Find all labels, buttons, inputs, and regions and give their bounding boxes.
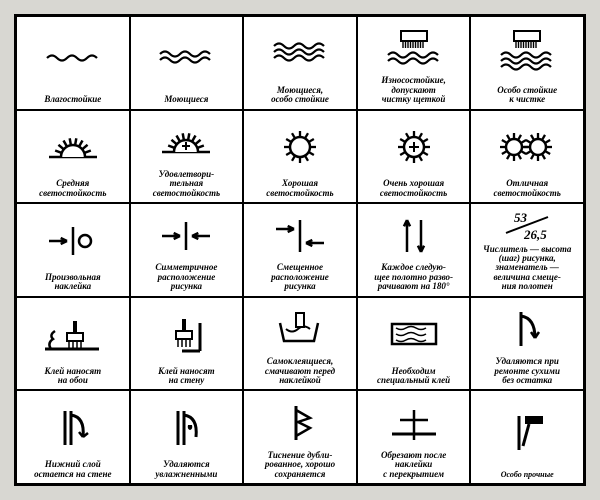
symbol-label: Хорошая светостойкость bbox=[265, 179, 334, 198]
symbol-label: Износостойкие, допускают чистку щеткой bbox=[380, 76, 446, 104]
symbol-label: Самоклеящиеся, смачивают перед наклейкой bbox=[264, 357, 336, 385]
symbol-label: Тиснение дубли- рованное, хорошо сохраня… bbox=[264, 451, 336, 479]
symbol-label: Произвольная наклейка bbox=[44, 273, 102, 292]
symbol-label: Особо прочные bbox=[500, 471, 555, 479]
symbol-label: Средняя светостойкость bbox=[38, 179, 107, 198]
symbol-cell-2-1: Симметричное расположение рисунка bbox=[130, 203, 244, 297]
remove-dry-icon bbox=[473, 302, 581, 357]
brush-waves-3-icon bbox=[473, 21, 581, 86]
wallpaper-symbols-table: Влагостойкие Моющиеся Моющиеся, особо стой… bbox=[14, 14, 586, 486]
symbol-label: Моющиеся, особо стойкие bbox=[270, 86, 330, 105]
symbol-label: Особо стойкие к чистке bbox=[496, 86, 558, 105]
symbol-cell-3-2: Самоклеящиеся, смачивают перед наклейкой bbox=[243, 297, 357, 391]
brush-waves-icon bbox=[360, 21, 468, 76]
symbol-cell-3-4: Удаляются при ремонте сухими без остатка bbox=[470, 297, 584, 391]
special-glue-icon bbox=[360, 302, 468, 367]
symbol-cell-0-1: Моющиеся bbox=[130, 16, 244, 110]
symbol-label: Нижний слой остается на стене bbox=[33, 460, 112, 479]
peel-wet-icon bbox=[133, 395, 241, 460]
symbol-label: Влагостойкие bbox=[43, 95, 102, 104]
symbol-cell-4-2: Тиснение дубли- рованное, хорошо сохраня… bbox=[243, 390, 357, 484]
symbol-cell-2-0: Произвольная наклейка bbox=[16, 203, 130, 297]
symbol-cell-3-1: Клей наносят на стену bbox=[130, 297, 244, 391]
symbol-cell-2-2: Смещенное расположение рисунка bbox=[243, 203, 357, 297]
sun-half-plus-icon bbox=[133, 115, 241, 170]
align-offset-icon bbox=[246, 208, 354, 263]
symbol-cell-0-4: Особо стойкие к чистке bbox=[470, 16, 584, 110]
symbol-label: Необходим специальный клей bbox=[376, 367, 451, 386]
symbol-label: Числитель — высота (шаг) рисунка, знамен… bbox=[482, 245, 572, 292]
symbol-label: Удовлетвори- тельная светостойкость bbox=[152, 170, 221, 198]
symbol-label: Обрезают после наклейки с перекрытием bbox=[380, 451, 447, 479]
symbol-label: Очень хорошая светостойкость bbox=[379, 179, 448, 198]
svg-text:26,5: 26,5 bbox=[523, 227, 547, 242]
symbol-cell-4-3: Обрезают после наклейки с перекрытием bbox=[357, 390, 471, 484]
symbol-cell-4-1: Удаляются увлажненными bbox=[130, 390, 244, 484]
symbol-label: Клей наносят на стену bbox=[157, 367, 216, 386]
cut-overlap-icon bbox=[360, 395, 468, 450]
symbol-label: Смещенное расположение рисунка bbox=[270, 263, 330, 291]
symbol-cell-2-4: 53 26,5 Числитель — высота (шаг) рисунка, … bbox=[470, 203, 584, 297]
symbol-cell-0-0: Влагостойкие bbox=[16, 16, 130, 110]
symbol-label: Симметричное расположение рисунка bbox=[154, 263, 218, 291]
water-dip-icon bbox=[246, 302, 354, 357]
symbol-cell-1-1: Удовлетвори- тельная светостойкость bbox=[130, 110, 244, 204]
sun-half-icon bbox=[19, 115, 127, 180]
arrows-updown-icon bbox=[360, 208, 468, 263]
symbol-cell-1-4: Отличная светостойкость bbox=[470, 110, 584, 204]
symbol-cell-1-2: Хорошая светостойкость bbox=[243, 110, 357, 204]
symbol-label: Удаляются увлажненными bbox=[154, 460, 218, 479]
glue-wall-icon bbox=[133, 302, 241, 367]
wave-1-icon bbox=[19, 21, 127, 95]
wave-2-icon bbox=[133, 21, 241, 95]
align-free-icon bbox=[19, 208, 127, 273]
symbol-cell-1-3: Очень хорошая светостойкость bbox=[357, 110, 471, 204]
symbol-label: Клей наносят на обои bbox=[43, 367, 102, 386]
symbol-cell-2-3: Каждое следую- щее полотно разво- рачива… bbox=[357, 203, 471, 297]
symbol-label: Удаляются при ремонте сухими без остатка bbox=[493, 357, 561, 385]
symbol-cell-3-0: Клей наносят на обои bbox=[16, 297, 130, 391]
symbol-cell-3-3: Необходим специальный клей bbox=[357, 297, 471, 391]
align-sym-icon bbox=[133, 208, 241, 263]
glue-paper-icon bbox=[19, 302, 127, 367]
symbol-label: Отличная светостойкость bbox=[493, 179, 562, 198]
svg-text:53: 53 bbox=[514, 210, 528, 225]
symbol-cell-4-4: Особо прочные bbox=[470, 390, 584, 484]
sun-double-icon bbox=[473, 115, 581, 180]
peel-layer-icon bbox=[19, 395, 127, 460]
symbol-label: Моющиеся bbox=[163, 95, 209, 104]
symbol-cell-0-2: Моющиеся, особо стойкие bbox=[243, 16, 357, 110]
sun-full-icon bbox=[246, 115, 354, 180]
symbol-cell-0-3: Износостойкие, допускают чистку щеткой bbox=[357, 16, 471, 110]
emboss-icon bbox=[246, 395, 354, 450]
wave-3-icon bbox=[246, 21, 354, 86]
hammer-icon bbox=[473, 395, 581, 470]
fraction-53-26-5-icon: 53 26,5 bbox=[473, 208, 581, 244]
symbol-cell-1-0: Средняя светостойкость bbox=[16, 110, 130, 204]
symbol-cell-4-0: Нижний слой остается на стене bbox=[16, 390, 130, 484]
sun-full-plus-icon bbox=[360, 115, 468, 180]
symbol-label: Каждое следую- щее полотно разво- рачива… bbox=[373, 263, 454, 291]
